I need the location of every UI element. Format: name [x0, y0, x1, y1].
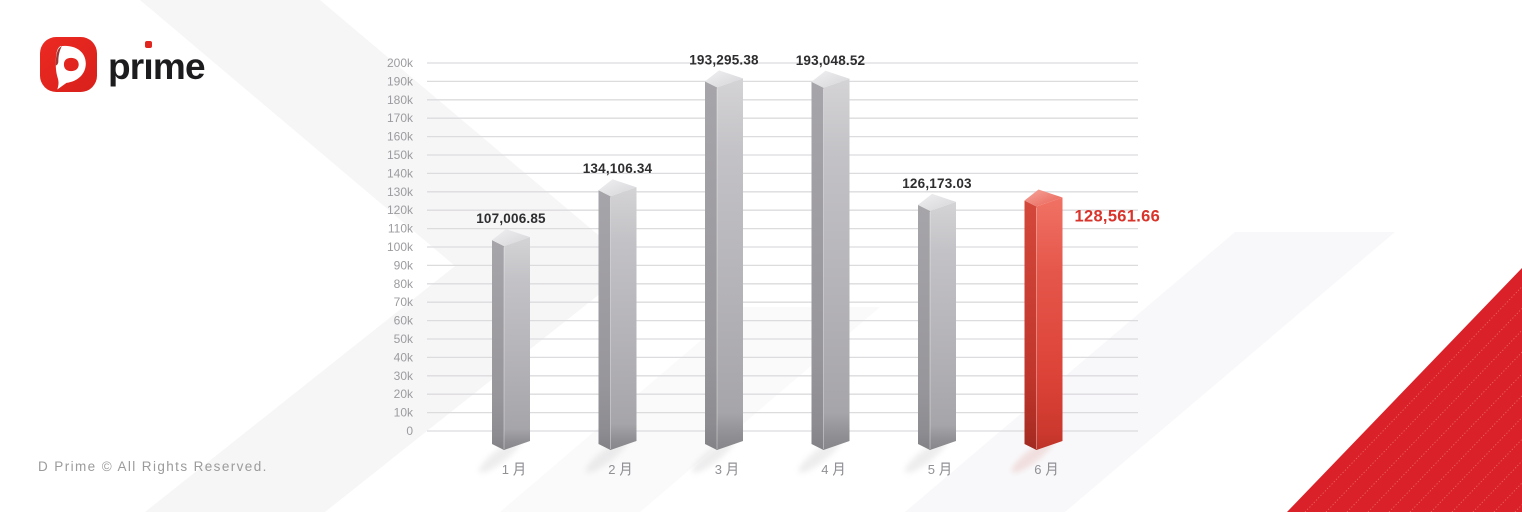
- bar-month-5: [918, 193, 956, 450]
- bar-top-face: [492, 229, 530, 247]
- logo-text-pre: pr: [108, 46, 144, 87]
- bar-month-2: [598, 179, 637, 451]
- y-axis-tick-label: 190k: [387, 74, 414, 88]
- y-axis-tick-label: 50k: [394, 332, 414, 346]
- logo-text-post: me: [152, 46, 206, 87]
- logo-text-i: ı: [143, 41, 154, 85]
- bar-month-6: [1024, 189, 1063, 450]
- bar-top-face: [598, 179, 637, 197]
- bar-value-label: 107,006.85: [476, 211, 546, 226]
- bar-month-3: [705, 70, 743, 451]
- month-kanji-glyph: [939, 462, 950, 476]
- bar-left-face: [598, 190, 611, 451]
- bar-value-label: 134,106.34: [583, 161, 653, 176]
- bar-front-face: [610, 187, 637, 451]
- bar-top-face: [811, 70, 850, 88]
- y-axis-tick-label: 10k: [394, 406, 414, 420]
- y-axis-tick-label: 30k: [394, 369, 414, 383]
- logo-wordmark: prı me: [108, 41, 206, 87]
- x-axis-label: 6: [1034, 462, 1041, 477]
- y-axis-tick-label: 80k: [394, 277, 414, 291]
- y-axis-tick-label: 180k: [387, 93, 414, 107]
- y-axis-tick-label: 120k: [387, 203, 414, 217]
- bars-group: [492, 70, 1063, 451]
- bar-value-label: 193,295.38: [689, 52, 759, 67]
- axis-and-labels-group: 200k190k180k170k160k150k140k130k120k110k…: [387, 52, 1160, 477]
- bar-left-face: [705, 81, 717, 451]
- y-axis-tick-label: 70k: [394, 295, 414, 309]
- bar-top-face: [705, 70, 743, 88]
- y-axis-tick-label: 140k: [387, 166, 414, 180]
- y-axis-tick-label: 160k: [387, 130, 414, 144]
- copyright-text: D Prime © All Rights Reserved.: [38, 459, 268, 474]
- bar-left-face: [1024, 200, 1037, 450]
- y-axis-tick-label: 20k: [394, 387, 414, 401]
- x-axis-label: 3: [715, 462, 722, 477]
- chevron-watermark: [140, 0, 635, 266]
- gridlines-group: [427, 62, 1138, 432]
- bar-front-face: [504, 237, 530, 450]
- y-axis-tick-label: 110k: [388, 222, 414, 236]
- y-axis-tick-label: 170k: [387, 111, 414, 125]
- month-kanji-glyph: [513, 462, 524, 476]
- x-axis-label: 4: [821, 462, 828, 477]
- bar-month-4: [811, 70, 850, 451]
- bar-left-face: [918, 204, 930, 450]
- bar-top-face: [1024, 189, 1063, 207]
- month-kanji-glyph: [619, 462, 631, 476]
- bar-left-face: [492, 240, 504, 450]
- x-axis-label: 2: [608, 462, 615, 477]
- y-axis-tick-label: 40k: [394, 350, 414, 364]
- y-axis-tick-label: 100k: [387, 240, 414, 254]
- d-prime-logo: prı me: [40, 37, 206, 92]
- d-prime-logo-icon: [40, 37, 97, 92]
- y-axis-tick-label: 130k: [387, 185, 414, 199]
- y-axis-tick-label: 0: [406, 424, 413, 438]
- red-corner-triangle: [1287, 268, 1522, 512]
- bar-top-face: [918, 193, 956, 211]
- bar-left-face: [811, 81, 824, 451]
- y-axis-tick-label: 60k: [394, 314, 414, 328]
- bar-front-face: [930, 201, 956, 450]
- month-kanji-glyph: [726, 462, 737, 476]
- bar-value-label: 193,048.52: [796, 53, 866, 68]
- bar-front-face: [1036, 197, 1063, 450]
- bar-front-face: [717, 78, 743, 451]
- bar-month-1: [492, 229, 530, 450]
- x-axis-label: 5: [928, 462, 935, 477]
- highlight-value-label: 128,561.66: [1075, 207, 1161, 225]
- y-axis-tick-label: 200k: [387, 56, 414, 70]
- y-axis-tick-label: 90k: [394, 258, 414, 272]
- x-axis-label: 1: [502, 462, 509, 477]
- month-kanji-glyph: [832, 462, 844, 476]
- y-axis-tick-label: 150k: [387, 148, 414, 162]
- month-kanji-glyph: [1045, 462, 1057, 476]
- corner-stripe-line: [1304, 268, 1522, 512]
- bar-value-label: 126,173.03: [902, 176, 972, 191]
- bar-front-face: [823, 78, 850, 451]
- red-i-dot: [144, 41, 152, 48]
